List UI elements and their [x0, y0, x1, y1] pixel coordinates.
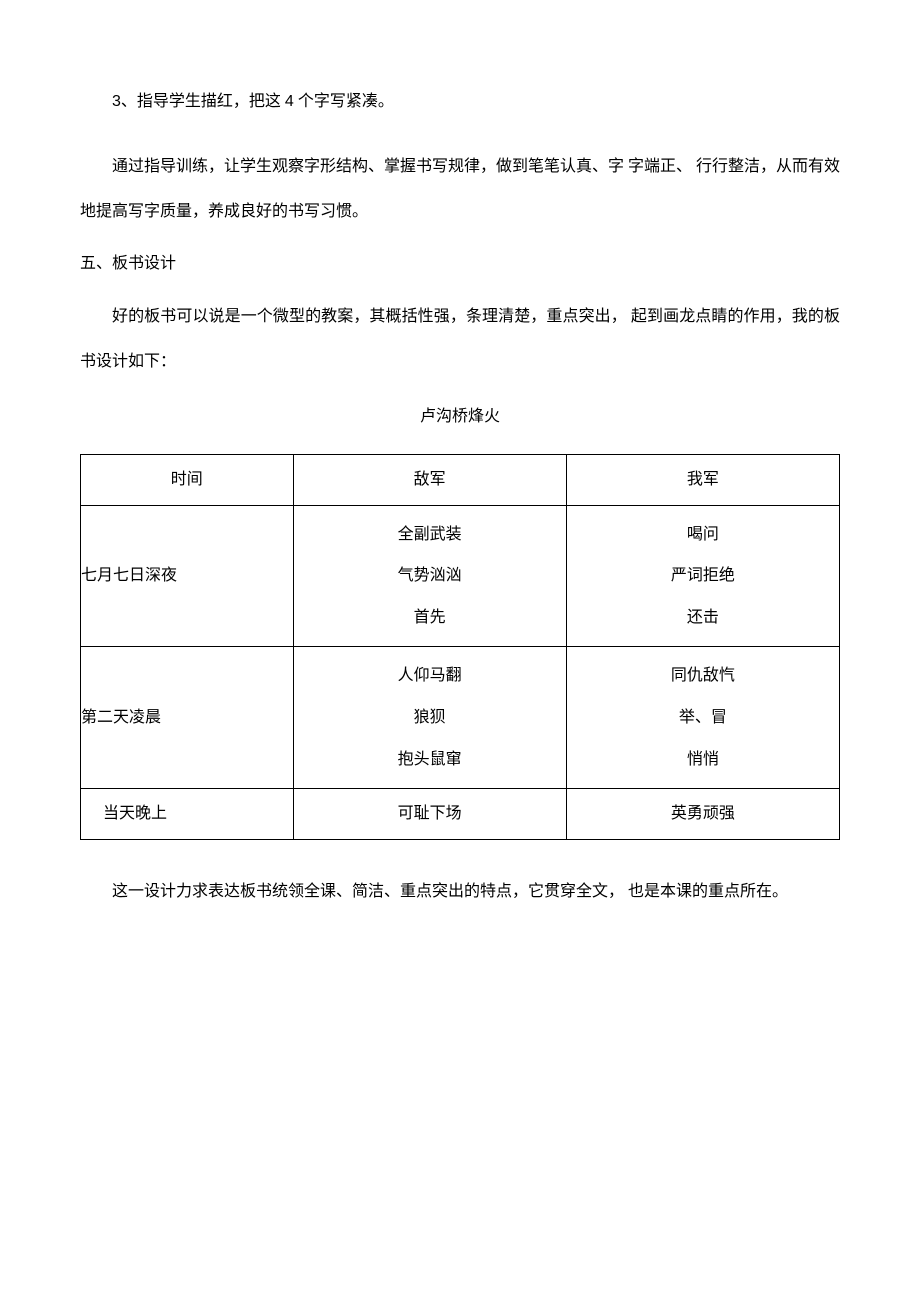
table-row: 当天晚上 可耻下场 英勇顽强 [81, 789, 840, 840]
paragraph-5: 这一设计力求表达板书统领全课、简洁、重点突出的特点，它贯穿全文， 也是本课的重点… [80, 870, 840, 915]
cell-time-1: 七月七日深夜 [81, 505, 294, 647]
cell-ours-1: 喝问 严词拒绝 还击 [566, 505, 839, 647]
cell-enemy-2: 人仰马翻 狼狈 抱头鼠窜 [293, 647, 566, 789]
num-4: 4 [285, 93, 294, 110]
board-table: 时间 敌军 我军 七月七日深夜 全副武装 气势汹汹 首先 喝问 严词拒绝 还击 … [80, 454, 840, 841]
p1-suffix: 个字写紧凑。 [294, 93, 394, 110]
enemy-2-1: 狼狈 [294, 697, 566, 739]
enemy-2-0: 人仰马翻 [294, 655, 566, 697]
table-row: 第二天凌晨 人仰马翻 狼狈 抱头鼠窜 同仇敌忾 举、冒 悄悄 [81, 647, 840, 789]
cell-enemy-3: 可耻下场 [293, 789, 566, 840]
enemy-2-2: 抱头鼠窜 [294, 739, 566, 781]
cell-ours-3: 英勇顽强 [566, 789, 839, 840]
enemy-1-1: 气势汹汹 [294, 555, 566, 597]
header-time: 时间 [81, 454, 294, 505]
enemy-1-2: 首先 [294, 597, 566, 639]
ours-2-1: 举、冒 [567, 697, 839, 739]
paragraph-1: 3、指导学生描红，把这 4 个字写紧凑。 [80, 80, 840, 125]
table-header-row: 时间 敌军 我军 [81, 454, 840, 505]
num-3: 3 [112, 93, 121, 110]
ours-1-2: 还击 [567, 597, 839, 639]
section-heading-5: 五、板书设计 [80, 242, 840, 287]
header-ours: 我军 [566, 454, 839, 505]
header-enemy: 敌军 [293, 454, 566, 505]
enemy-1-0: 全副武装 [294, 514, 566, 556]
ours-2-2: 悄悄 [567, 739, 839, 781]
table-row: 七月七日深夜 全副武装 气势汹汹 首先 喝问 严词拒绝 还击 [81, 505, 840, 647]
board-title: 卢沟桥烽火 [80, 395, 840, 440]
p1-text: 、指导学生描红，把这 [121, 93, 285, 110]
cell-ours-2: 同仇敌忾 举、冒 悄悄 [566, 647, 839, 789]
cell-time-2: 第二天凌晨 [81, 647, 294, 789]
cell-enemy-1: 全副武装 气势汹汹 首先 [293, 505, 566, 647]
ours-2-0: 同仇敌忾 [567, 655, 839, 697]
paragraph-4: 好的板书可以说是一个微型的教案，其概括性强，条理清楚，重点突出， 起到画龙点睛的… [80, 295, 840, 385]
paragraph-2: 通过指导训练，让学生观察字形结构、掌握书写规律，做到笔笔认真、字 字端正、 行行… [80, 145, 840, 235]
ours-1-0: 喝问 [567, 514, 839, 556]
ours-1-1: 严词拒绝 [567, 555, 839, 597]
cell-time-3: 当天晚上 [81, 789, 294, 840]
